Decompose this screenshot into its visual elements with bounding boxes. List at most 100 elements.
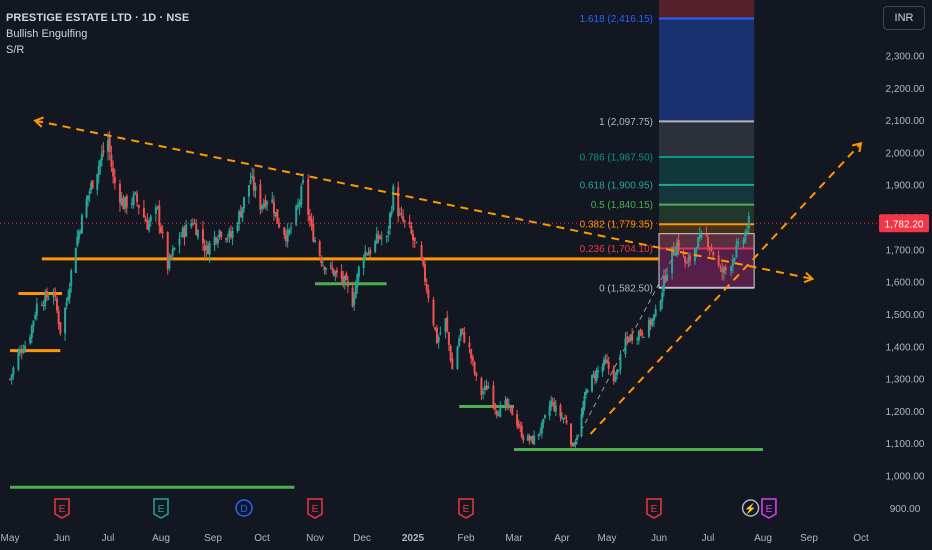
event-marker[interactable]: E — [458, 498, 474, 519]
event-marker[interactable]: E — [153, 498, 169, 519]
candle-body — [90, 182, 93, 191]
candle-body — [264, 200, 267, 208]
candle-body — [410, 225, 413, 234]
candle-body — [507, 404, 510, 407]
candle-body — [52, 294, 55, 298]
candle-body — [483, 385, 486, 390]
price-axis[interactable]: 900.00 1,000.00 1,100.00 1,200.00 1,300.00 1,… — [0, 52, 925, 515]
candle-body — [274, 212, 277, 217]
candle-body — [449, 345, 452, 361]
candle-body — [215, 237, 218, 243]
candle-body — [631, 334, 634, 342]
candle-body — [76, 236, 79, 247]
candle-body — [67, 296, 70, 301]
event-marker[interactable]: E — [646, 498, 662, 519]
candle-body — [335, 270, 338, 273]
candle-body — [531, 435, 534, 444]
candle-body — [637, 331, 640, 341]
x-tick-label: May — [1, 533, 20, 544]
candle-body — [606, 359, 608, 363]
x-tick-label: Oct — [853, 533, 869, 544]
candle-body — [79, 231, 82, 233]
chart-legend: PRESTIGE ESTATE LTD · 1D · NSE Bullish E… — [6, 10, 189, 58]
earnings-marker[interactable] — [761, 498, 777, 519]
consolidation-box[interactable] — [658, 233, 755, 289]
candle-body — [542, 418, 545, 424]
candle-body — [203, 246, 206, 251]
candle-body — [591, 375, 593, 392]
candle-body — [375, 233, 378, 244]
support-trendline[interactable] — [589, 142, 862, 435]
candle-body — [173, 247, 176, 250]
candle-body — [284, 234, 287, 241]
candle-body — [594, 375, 596, 379]
candle-body — [412, 233, 414, 240]
fib-level-label: 0.382 (1,779.35) — [580, 220, 653, 231]
earnings-marker[interactable] — [458, 498, 474, 519]
event-marker-label: E — [463, 504, 470, 515]
fibonacci-retracement[interactable]: 1.618 (2,416.15) 1 (2,097.75) 0.786 (1,987… — [572, 0, 755, 448]
candle-body — [108, 136, 111, 153]
candle-body — [249, 179, 252, 184]
lightning-icon[interactable] — [741, 499, 760, 517]
earnings-marker[interactable] — [153, 498, 169, 519]
candle-body — [296, 205, 299, 208]
resistance-trendline[interactable] — [34, 119, 813, 280]
candle-body — [87, 195, 90, 200]
candle-body — [220, 232, 223, 238]
candle-body — [744, 232, 747, 242]
candle-body — [604, 359, 607, 362]
candle-body — [134, 192, 137, 194]
candle-body — [88, 191, 91, 194]
candle-body — [562, 418, 565, 420]
candle-body — [239, 211, 242, 217]
candle-body — [144, 218, 147, 222]
trendlines[interactable] — [33, 116, 863, 435]
candle-body — [471, 356, 474, 362]
candle-body — [44, 292, 47, 307]
candle-body — [74, 247, 77, 273]
candle-body — [422, 257, 425, 265]
candle-body — [480, 378, 483, 395]
fib-trend-line[interactable] — [572, 243, 681, 448]
event-marker-label: E — [312, 504, 319, 515]
fib-level-label: 0 (1,582.50) — [599, 283, 653, 294]
candle-body — [278, 223, 281, 228]
candle-body — [522, 436, 525, 441]
candle-body — [685, 262, 688, 264]
candle-body — [451, 358, 454, 370]
candle-body — [362, 257, 365, 269]
event-marker[interactable]: ⚡ — [741, 499, 760, 517]
candle-body — [99, 160, 102, 167]
last-price-value: 1,782.20 — [885, 219, 924, 230]
candle-body — [329, 265, 332, 267]
time-axis[interactable]: May Jun Jul Aug Sep Oct Nov Dec 2025 Feb Mar Apr May… — [1, 533, 869, 544]
dividend-marker[interactable] — [235, 499, 253, 517]
candle-body — [91, 180, 94, 189]
event-marker[interactable]: D — [235, 499, 253, 517]
earnings-marker[interactable] — [646, 498, 662, 519]
event-marker-label: E — [766, 504, 773, 515]
indicator-label-sr[interactable]: S/R — [6, 44, 25, 56]
candle-body — [425, 283, 428, 290]
candle-body — [636, 338, 639, 340]
candle-body — [262, 203, 265, 208]
event-marker[interactable]: E — [761, 498, 777, 519]
earnings-marker[interactable] — [307, 498, 323, 519]
event-markers[interactable]: E E D E E E ⚡ E — [54, 498, 777, 519]
candle-body — [286, 230, 289, 242]
indicator-label-bullish-engulfing[interactable]: Bullish Engulfing — [6, 28, 88, 40]
candle-body — [191, 223, 194, 225]
candle-body — [463, 331, 466, 343]
earnings-marker[interactable] — [54, 498, 70, 519]
symbol-title[interactable]: PRESTIGE ESTATE LTD · 1D · NSE — [6, 12, 190, 24]
event-marker[interactable]: E — [54, 498, 70, 519]
event-marker[interactable]: E — [307, 498, 323, 519]
candle-body — [29, 337, 32, 344]
fib-band — [659, 18, 755, 122]
candle-body — [45, 290, 48, 298]
candle-body — [107, 140, 109, 152]
candle-body — [47, 298, 50, 300]
currency-button[interactable]: INR — [883, 6, 925, 30]
